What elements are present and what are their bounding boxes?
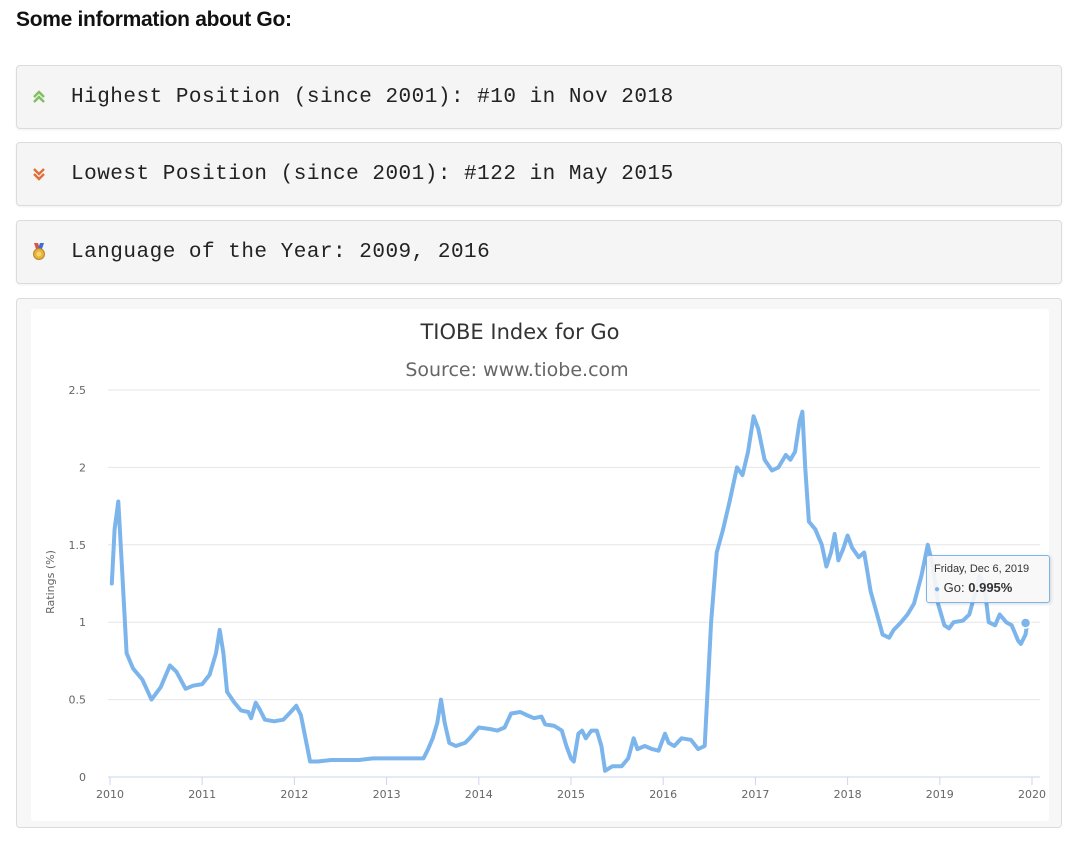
tooltip-series-name: Go bbox=[943, 580, 962, 595]
tooltip-series-dot: ● bbox=[934, 584, 941, 595]
highest-position-box: Highest Position (since 2001): #10 in No… bbox=[16, 65, 1062, 129]
double-chevron-up-icon bbox=[29, 87, 49, 107]
tooltip-value: 0.995% bbox=[968, 580, 1013, 595]
highlighted-point bbox=[1019, 617, 1032, 629]
highest-position-text: Highest Position (since 2001): #10 in No… bbox=[71, 85, 674, 109]
language-of-year-box: Language of the Year: 2009, 2016 bbox=[16, 220, 1062, 284]
x-tick-label: 2015 bbox=[557, 788, 585, 801]
x-tick-label: 2014 bbox=[465, 788, 493, 801]
y-tick-label: 1.5 bbox=[69, 539, 87, 552]
chart-panel bbox=[16, 298, 1062, 828]
x-tick-label: 2010 bbox=[96, 788, 124, 801]
x-tick-label: 2019 bbox=[926, 788, 954, 801]
x-tick-label: 2011 bbox=[188, 788, 216, 801]
series-go bbox=[109, 409, 1032, 773]
page-heading: Some information about Go: bbox=[16, 8, 292, 31]
series-line bbox=[109, 409, 1030, 773]
y-axis-label: Ratings (%) bbox=[44, 550, 57, 614]
medal-icon bbox=[29, 242, 49, 262]
y-tick-label: 2 bbox=[79, 461, 86, 474]
x-tick-label: 2012 bbox=[280, 788, 308, 801]
y-tick-label: 2.5 bbox=[69, 384, 87, 397]
tooltip-date: Friday, Dec 6, 2019 bbox=[934, 563, 1030, 575]
y-tick-label: 0.5 bbox=[69, 694, 87, 707]
double-chevron-down-icon bbox=[29, 164, 49, 184]
x-tick-label: 2017 bbox=[741, 788, 769, 801]
x-tick-label: 2020 bbox=[1018, 788, 1046, 801]
chart-tooltip: Friday, Dec 6, 2019 ● Go: 0.995% bbox=[926, 555, 1050, 603]
x-tick-label: 2016 bbox=[649, 788, 677, 801]
chart-area bbox=[31, 309, 1049, 821]
lowest-position-box: Lowest Position (since 2001): #122 in Ma… bbox=[16, 142, 1062, 206]
x-axis: 2010 2011 2012 2013 2014 2015 2016 2017 2018 2019… bbox=[96, 776, 1046, 801]
y-axis: 0 0.5 1 1.5 2 2.5 bbox=[69, 384, 87, 784]
lowest-position-text: Lowest Position (since 2001): #122 in Ma… bbox=[71, 162, 674, 186]
y-tick-label: 0 bbox=[79, 771, 86, 784]
chart-grid bbox=[108, 389, 1040, 778]
chart-subtitle: Source: www.tiobe.com bbox=[405, 359, 628, 381]
x-tick-label: 2013 bbox=[373, 788, 401, 801]
chart-title: TIOBE Index for Go bbox=[419, 320, 619, 344]
language-of-year-text: Language of the Year: 2009, 2016 bbox=[71, 240, 491, 264]
y-tick-label: 1 bbox=[79, 616, 86, 629]
x-tick-label: 2018 bbox=[834, 788, 862, 801]
tooltip-row: ● Go: 0.995% bbox=[934, 580, 1013, 595]
